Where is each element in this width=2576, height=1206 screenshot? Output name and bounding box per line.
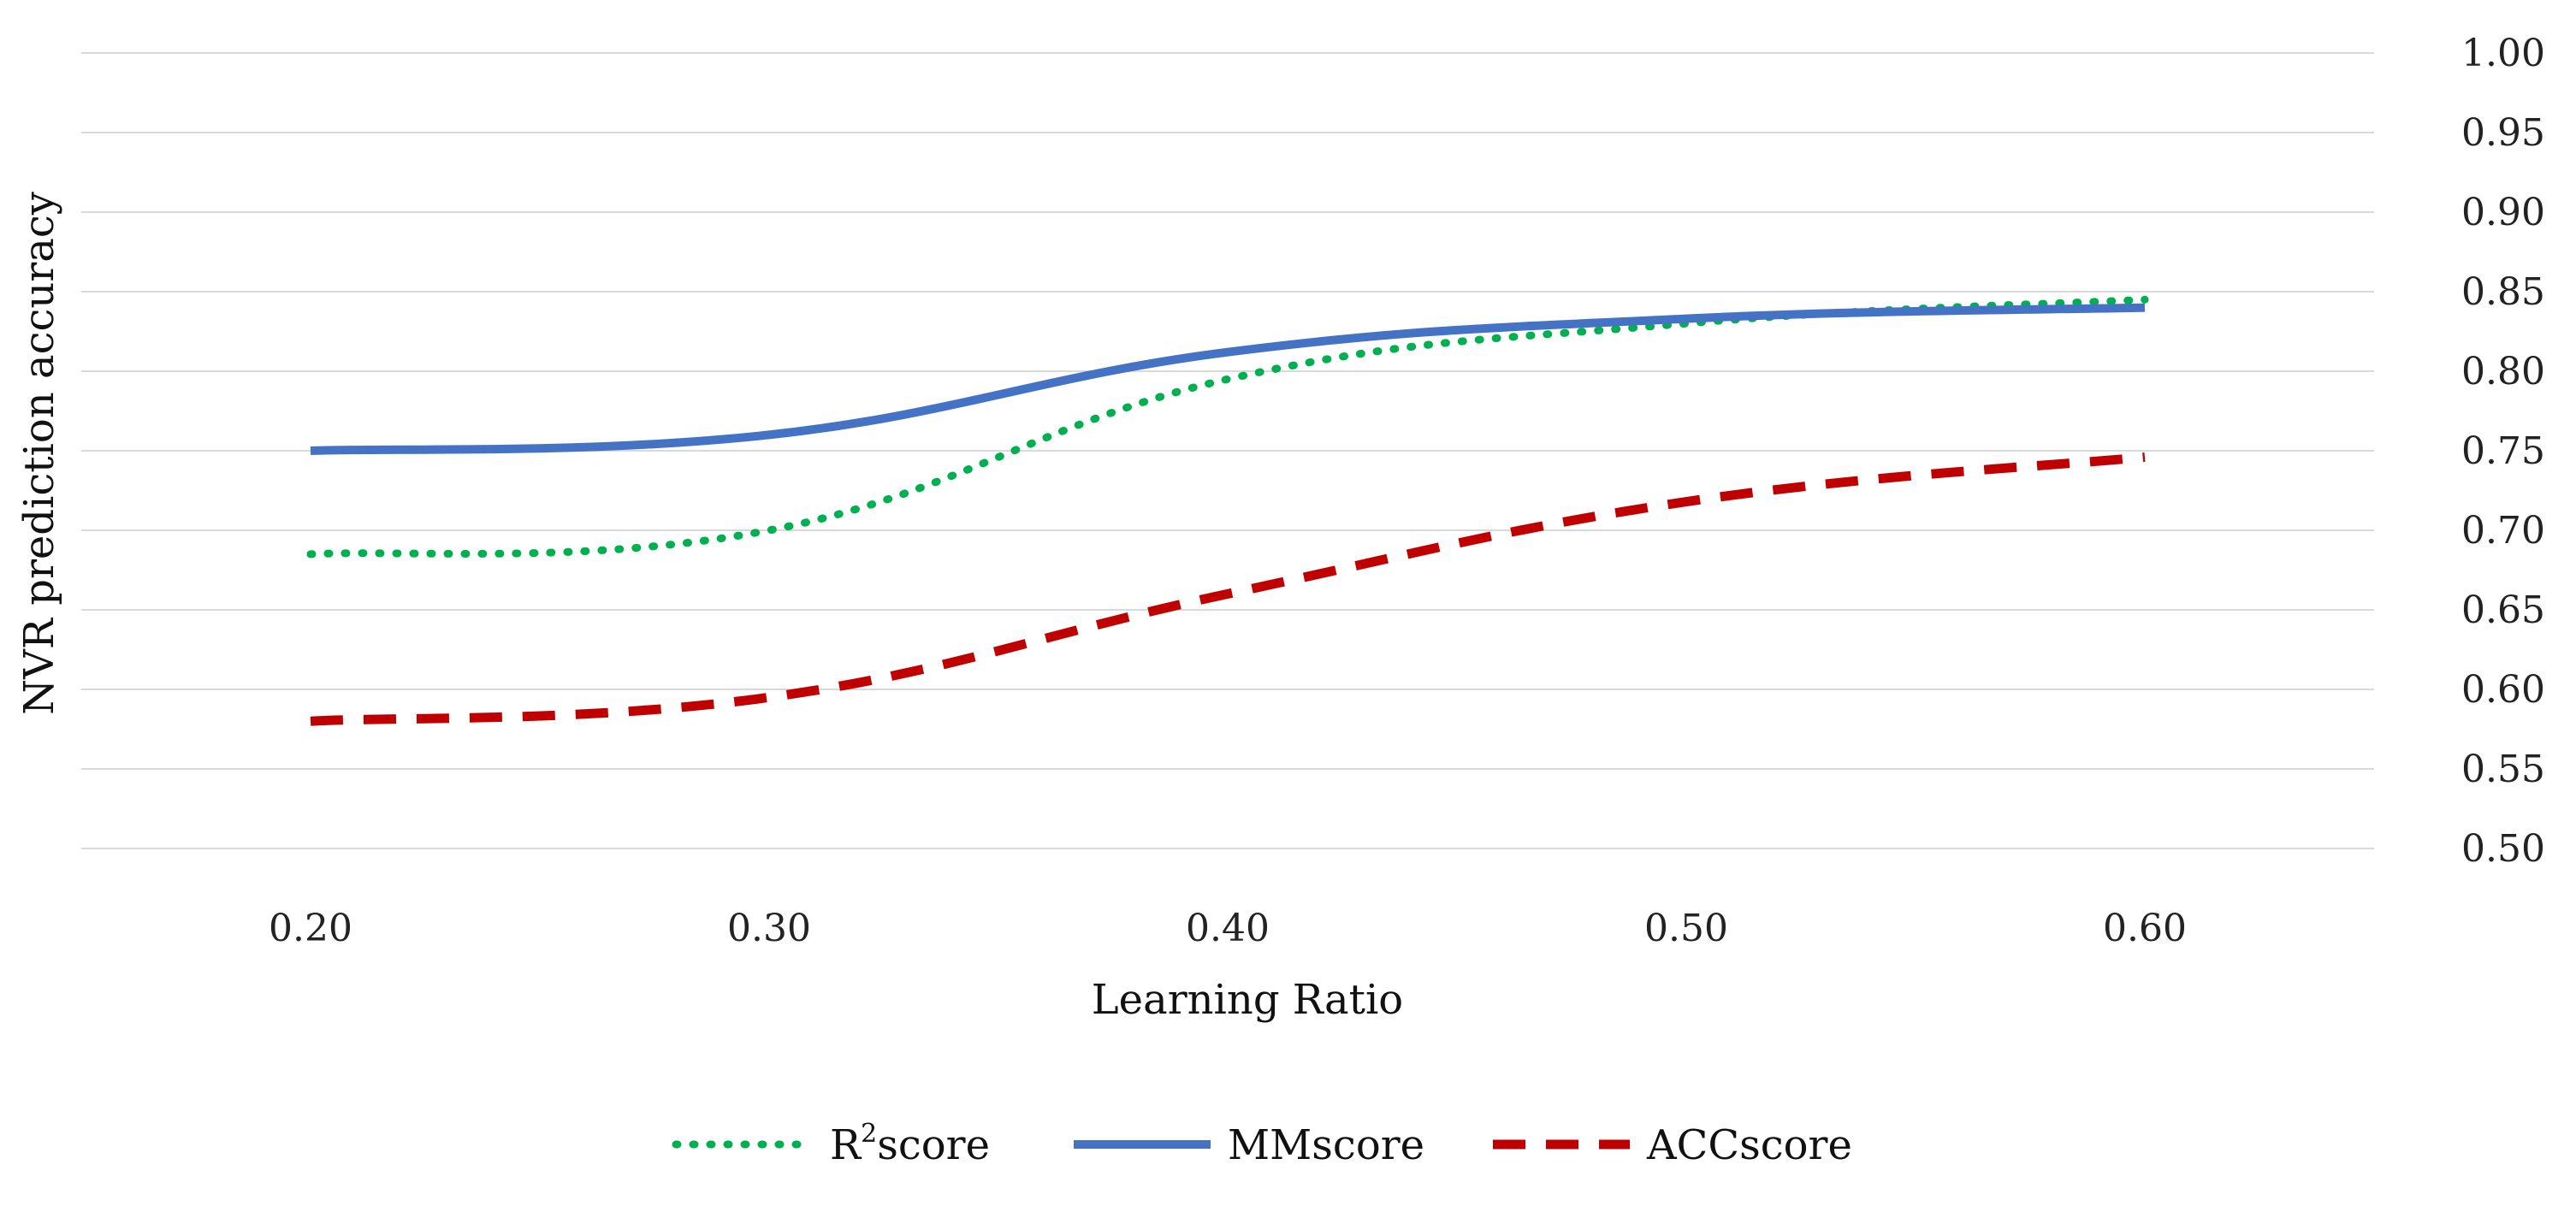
series-line-mmscore bbox=[310, 303, 2146, 455]
y-tick-label: 0.55 bbox=[2461, 748, 2545, 791]
legend-label-base: ACCscore bbox=[1646, 1121, 1852, 1169]
series-lines bbox=[306, 295, 2149, 726]
y-tick-label: 0.60 bbox=[2461, 668, 2545, 712]
series-line-accscore bbox=[310, 452, 2146, 726]
y-tick-label: 0.85 bbox=[2461, 270, 2545, 314]
y-tick-label: 1.00 bbox=[2461, 32, 2545, 75]
legend-label-base: R bbox=[830, 1121, 862, 1169]
x-tick-label: 0.50 bbox=[1644, 907, 1728, 950]
y-tick-label: 0.50 bbox=[2461, 827, 2545, 871]
x-tick-label: 0.30 bbox=[727, 907, 811, 950]
legend-label-base: MMscore bbox=[1228, 1121, 1424, 1169]
y-tick-label: 0.95 bbox=[2461, 111, 2545, 155]
y-axis-title: NVR prediction accuracy bbox=[15, 192, 63, 715]
x-axis-ticks: 0.20 0.30 0.40 0.50 0.60 bbox=[269, 907, 2187, 950]
y-tick-label: 0.80 bbox=[2461, 350, 2545, 393]
x-axis-title: Learning Ratio bbox=[1092, 976, 1403, 1024]
y-tick-label: 0.65 bbox=[2461, 588, 2545, 632]
legend-label-r2score: R2score bbox=[830, 1119, 990, 1169]
legend-label-superscript: 2 bbox=[861, 1119, 877, 1149]
y-tick-label: 0.90 bbox=[2461, 191, 2545, 234]
legend: R2score MMscore ACCscore bbox=[672, 1119, 1852, 1169]
y-axis-ticks: 0.50 0.55 0.60 0.65 0.70 0.75 0.80 0.85 0.90 0.95… bbox=[2461, 32, 2545, 871]
legend-label-accscore: ACCscore bbox=[1646, 1121, 1852, 1169]
x-tick-label: 0.40 bbox=[1186, 907, 1270, 950]
series-line-r2score bbox=[306, 295, 2149, 559]
y-tick-label: 0.70 bbox=[2461, 509, 2545, 553]
legend-label-mmscore: MMscore bbox=[1228, 1121, 1424, 1169]
y-tick-label: 0.75 bbox=[2461, 429, 2545, 473]
x-tick-label: 0.60 bbox=[2103, 907, 2187, 950]
x-tick-label: 0.20 bbox=[269, 907, 352, 950]
legend-label-suffix: score bbox=[877, 1121, 990, 1169]
